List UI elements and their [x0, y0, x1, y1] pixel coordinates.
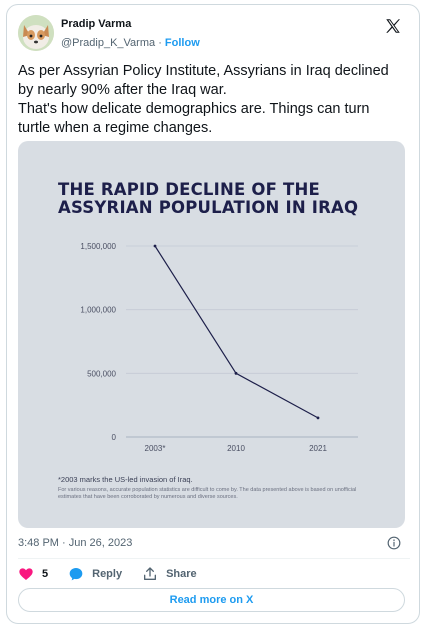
action-bar: 5 Reply Share [18, 565, 217, 583]
heart-icon [19, 568, 33, 580]
chart-title: THE RAPID DECLINE OF THE ASSYRIAN POPULA… [58, 181, 358, 217]
reply-label: Reply [92, 568, 123, 580]
reply-bubble-icon [69, 568, 83, 581]
tweet-card: Pradip Varma @Pradip_K_Varma · Follow As… [6, 4, 420, 624]
read-more-button[interactable]: Read more on X [18, 588, 405, 612]
share-label: Share [166, 568, 197, 580]
chart-disclaimer: For various reasons, accurate population… [58, 487, 357, 500]
avatar-image [18, 15, 54, 51]
series-line [154, 245, 319, 419]
chart-title-line: THE RAPID DECLINE OF THE [58, 180, 320, 199]
like-button[interactable]: 5 [18, 566, 48, 582]
tweet-line: That's how delicate demographics are. Th… [18, 101, 370, 117]
x-tick-label: 2010 [227, 444, 245, 453]
tweet-timestamp[interactable]: 3:48 PM · Jun 26, 2023 [18, 537, 133, 549]
author-name[interactable]: Pradip Varma [61, 18, 132, 30]
x-tick-label: 2021 [309, 444, 327, 453]
tweet-line: by nearly 90% after the Iraq war. [18, 82, 227, 98]
avatar[interactable] [18, 15, 54, 51]
divider [18, 558, 410, 559]
share-button[interactable]: Share [142, 566, 197, 582]
share-icon [144, 567, 157, 580]
reply-button[interactable]: Reply [68, 566, 122, 582]
data-point [234, 371, 238, 375]
separator-dot: · [158, 37, 162, 49]
data-point [316, 416, 320, 420]
tweet-text: As per Assyrian Policy Institute, Assyri… [18, 62, 410, 138]
info-icon[interactable] [387, 536, 401, 550]
follow-button[interactable]: Follow [164, 37, 200, 49]
line-chart: 1,500,000 1,000,000 500,000 0 2003* 2010 2021 [80, 242, 358, 453]
like-count: 5 [42, 568, 49, 580]
author-handle[interactable]: @Pradip_K_Varma [61, 37, 156, 49]
tweet-line: As per Assyrian Policy Institute, Assyri… [18, 63, 389, 79]
author-meta: @Pradip_K_Varma · Follow [61, 37, 200, 49]
tweet-line: turtle when a regime changes. [18, 120, 213, 136]
y-tick-label: 1,500,000 [80, 242, 116, 251]
chart-title-line: ASSYRIAN POPULATION IN IRAQ [58, 198, 359, 217]
chart-footnote: *2003 marks the US-led invasion of Iraq. [58, 475, 193, 484]
y-tick-label: 500,000 [87, 369, 116, 378]
y-tick-label: 0 [112, 433, 117, 442]
x-tick-label: 2003* [145, 444, 166, 453]
y-tick-label: 1,000,000 [80, 306, 116, 315]
tweet-media-chart[interactable]: THE RAPID DECLINE OF THE ASSYRIAN POPULA… [18, 141, 405, 528]
data-point [153, 244, 157, 248]
x-logo-icon[interactable] [384, 17, 402, 35]
